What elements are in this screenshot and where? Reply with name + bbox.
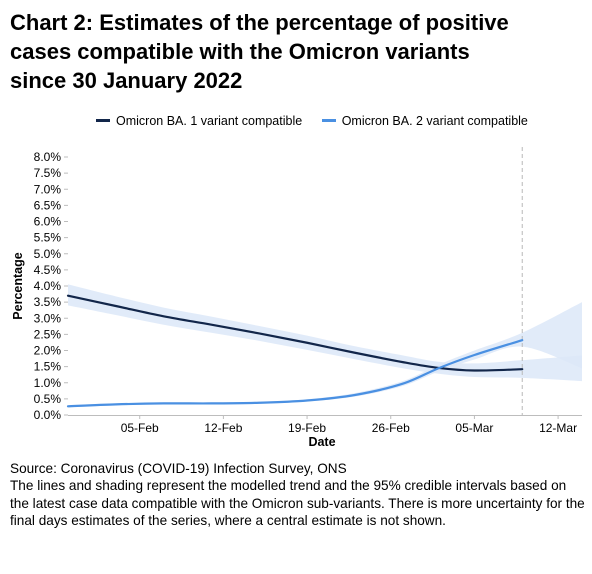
x-tick-label: 12-Mar <box>539 421 577 435</box>
x-tick-label: 19-Feb <box>288 421 326 435</box>
chart-plot: 0.0% 0.5% 1.0% 1.5% 2.0% 2.5% 3.0% 3.5% 4.0% 4.5%… <box>11 147 582 449</box>
x-tick-label: 05-Mar <box>455 421 493 435</box>
y-tick-label: 0.5% <box>34 392 62 406</box>
x-tick-label: 12-Feb <box>204 421 242 435</box>
legend-item-ba1[interactable]: Omicron BA. 1 variant compatible <box>96 114 302 128</box>
y-tick-label: 7.5% <box>34 166 62 180</box>
legend-label-ba1: Omicron BA. 1 variant compatible <box>116 113 303 128</box>
series-line-2 <box>66 339 524 408</box>
x-tick-label: 26-Feb <box>372 421 410 435</box>
chart-title-line-2: cases compatible with the Omicron varian… <box>10 39 470 64</box>
y-tick-label: 3.5% <box>34 295 62 309</box>
y-tick-label: 2.0% <box>34 344 62 358</box>
x-axis-label: Date <box>308 435 335 449</box>
x-axis-ticks: 05-Feb 12-Feb 19-Feb 26-Feb 05-Mar 12-Mar <box>121 415 577 435</box>
chart-title-line-1: Chart 2: Estimates of the percentage of … <box>10 10 509 35</box>
x-tick-label: 05-Feb <box>121 421 159 435</box>
y-tick-label: 4.0% <box>34 279 62 293</box>
y-tick-label: 1.0% <box>34 376 62 390</box>
source-note: Source: Coronavirus (COVID-19) Infection… <box>10 461 347 476</box>
series-lines <box>66 294 524 408</box>
y-tick-label: 0.0% <box>34 408 62 422</box>
legend-label-ba2: Omicron BA. 2 variant compatible <box>341 113 528 128</box>
y-tick-label: 7.0% <box>34 182 62 196</box>
chart-title: Chart 2: Estimates of the percentage of … <box>10 8 582 95</box>
confidence-bands <box>68 284 582 408</box>
y-axis-ticks: 0.0% 0.5% 1.0% 1.5% 2.0% 2.5% 3.0% 3.5% 4.0% 4.5%… <box>34 150 68 422</box>
chart-legend: Omicron BA. 1 variant compatible Omicron… <box>96 111 544 128</box>
y-tick-label: 8.0% <box>34 150 62 164</box>
legend-swatch-ba2 <box>321 119 336 122</box>
legend-item-ba2[interactable]: Omicron BA. 2 variant compatible <box>321 113 528 128</box>
confidence-band-series-2 <box>68 302 582 408</box>
y-tick-label: 5.0% <box>34 247 62 261</box>
chart-notes: Source: Coronavirus (COVID-19) Infection… <box>10 460 585 530</box>
series-line-1 <box>66 294 524 372</box>
y-tick-label: 1.5% <box>34 360 62 374</box>
y-tick-label: 3.0% <box>34 311 62 325</box>
y-tick-label: 6.5% <box>34 198 62 212</box>
y-axis-label: Percentage <box>11 252 25 319</box>
y-tick-label: 4.5% <box>34 263 62 277</box>
y-tick-label: 2.5% <box>34 327 62 341</box>
confidence-band-series-1 <box>68 284 582 382</box>
footnote: The lines and shading represent the mode… <box>10 478 585 529</box>
y-tick-label: 5.5% <box>34 231 62 245</box>
chart-title-line-3: since 30 January 2022 <box>10 68 243 93</box>
legend-swatch-ba1 <box>96 119 110 122</box>
y-tick-label: 6.0% <box>34 215 62 229</box>
